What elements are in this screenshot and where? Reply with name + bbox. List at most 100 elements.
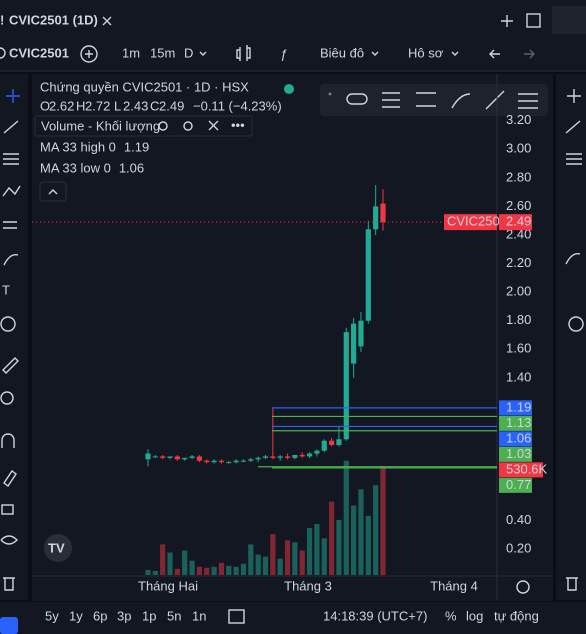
crosshair-tool[interactable] bbox=[567, 89, 581, 103]
expand[interactable] bbox=[526, 13, 541, 28]
range-button[interactable]: 1n bbox=[192, 608, 206, 623]
dropdown[interactable] bbox=[451, 51, 459, 56]
star-button[interactable] bbox=[0, 617, 18, 634]
y-tick-label: 3.20 bbox=[506, 112, 531, 127]
candle-body bbox=[226, 462, 232, 464]
line-tool[interactable] bbox=[565, 120, 581, 134]
zoom-tool[interactable] bbox=[0, 391, 14, 405]
volume-bar bbox=[351, 505, 357, 575]
candle-body bbox=[189, 456, 195, 458]
emoji-tool[interactable] bbox=[568, 316, 584, 332]
compare[interactable] bbox=[80, 45, 98, 63]
study-remove[interactable] bbox=[208, 120, 219, 131]
volume-study-name[interactable]: Volume - Khối lượng bbox=[41, 118, 160, 133]
volume-bar bbox=[145, 569, 151, 575]
axis-settings[interactable] bbox=[516, 580, 530, 594]
interval-active[interactable]: D bbox=[184, 45, 193, 60]
log-toggle[interactable]: log bbox=[466, 608, 483, 623]
emoji-tool[interactable] bbox=[0, 316, 16, 332]
tool[interactable] bbox=[416, 92, 436, 107]
lock-tool[interactable] bbox=[1, 504, 14, 515]
candle-body bbox=[292, 455, 298, 458]
interval[interactable]: 1m bbox=[122, 45, 140, 60]
candle-body bbox=[211, 460, 217, 463]
forecast-tool[interactable] bbox=[3, 221, 17, 229]
tool[interactable] bbox=[382, 92, 400, 108]
interval[interactable]: 15m bbox=[150, 45, 175, 60]
fib-tool[interactable] bbox=[566, 153, 582, 165]
indicators-icon[interactable]: ƒ bbox=[280, 46, 287, 61]
tab-title[interactable]: CVIC2501 (1D) bbox=[9, 12, 98, 27]
range-button[interactable]: 5y bbox=[45, 608, 59, 623]
tab-close[interactable] bbox=[102, 16, 112, 26]
volume-bar bbox=[211, 566, 217, 575]
text-tool[interactable]: T bbox=[2, 282, 10, 297]
candle-body bbox=[248, 459, 254, 461]
volume-bar bbox=[328, 501, 335, 575]
auto-toggle[interactable]: tự động bbox=[494, 608, 539, 623]
right-panel-tools bbox=[565, 89, 584, 591]
lock-drawing[interactable] bbox=[3, 469, 17, 488]
tool[interactable] bbox=[346, 93, 368, 105]
axis-badge bbox=[499, 446, 532, 462]
tool[interactable] bbox=[485, 90, 505, 110]
ohlc-label: H bbox=[76, 98, 85, 113]
volume-bar bbox=[160, 544, 166, 575]
pattern-tool[interactable] bbox=[2, 185, 21, 197]
profile-menu[interactable]: Hô sơ bbox=[408, 45, 444, 60]
tool[interactable] bbox=[451, 93, 471, 109]
other-tab[interactable] bbox=[552, 6, 586, 34]
range-button[interactable]: 1y bbox=[69, 608, 83, 623]
candle-body bbox=[262, 456, 269, 458]
x-tick-label: Tháng 4 bbox=[430, 578, 478, 593]
left-tools: T bbox=[0, 89, 21, 634]
volume-bar bbox=[270, 534, 276, 575]
candle-body bbox=[321, 440, 327, 451]
tool[interactable] bbox=[518, 93, 538, 109]
range-button[interactable]: 6p bbox=[93, 608, 107, 623]
volume-bar bbox=[248, 544, 254, 575]
dropdown[interactable] bbox=[371, 51, 379, 56]
new-tab[interactable] bbox=[501, 15, 513, 27]
delete-tool[interactable] bbox=[3, 577, 15, 591]
line-tool[interactable] bbox=[3, 120, 19, 134]
candle-body bbox=[373, 206, 379, 230]
magnet-tool[interactable] bbox=[1, 433, 15, 448]
dropdown[interactable] bbox=[199, 51, 207, 56]
ohlc-value: 2.62 bbox=[49, 98, 74, 113]
redo[interactable] bbox=[524, 49, 535, 59]
search-icon[interactable] bbox=[0, 47, 6, 59]
candle-body bbox=[145, 453, 151, 460]
percent-toggle[interactable]: % bbox=[445, 608, 457, 623]
y-tick-label: 2.00 bbox=[506, 284, 531, 299]
study-more[interactable]: ••• bbox=[231, 117, 245, 132]
brush-tool[interactable] bbox=[3, 254, 19, 266]
undo[interactable] bbox=[489, 49, 500, 59]
chart-menu[interactable]: Biêu đô bbox=[320, 45, 364, 60]
crosshair-tool[interactable] bbox=[6, 89, 20, 103]
collapse-button[interactable] bbox=[39, 181, 67, 202]
drawing-toolbar-bg bbox=[320, 84, 548, 116]
range-button[interactable]: 1p bbox=[142, 608, 156, 623]
study-settings[interactable] bbox=[183, 121, 193, 131]
candle-body bbox=[218, 460, 225, 463]
brush-tool[interactable] bbox=[565, 253, 581, 265]
range-button[interactable]: 3p bbox=[117, 608, 131, 623]
y-tick-label: 0.20 bbox=[506, 541, 531, 556]
study-visibility[interactable] bbox=[158, 121, 168, 131]
tab-bar bbox=[0, 0, 586, 38]
axis-badge bbox=[499, 415, 532, 431]
range-button[interactable]: 5n bbox=[167, 608, 181, 623]
price-value: 2.49 bbox=[506, 214, 531, 229]
ruler-tool[interactable] bbox=[2, 357, 19, 374]
candle-body bbox=[240, 460, 247, 462]
chart-style[interactable] bbox=[236, 45, 251, 61]
volume-bar bbox=[336, 519, 342, 575]
volume-bar bbox=[152, 570, 158, 575]
date-range[interactable] bbox=[228, 609, 245, 624]
symbol[interactable]: CVIC2501 bbox=[9, 45, 69, 60]
volume-bar bbox=[284, 540, 291, 575]
visibility-tool[interactable] bbox=[0, 535, 18, 545]
delete-tool[interactable] bbox=[566, 577, 578, 591]
fib-tool[interactable] bbox=[3, 153, 19, 165]
